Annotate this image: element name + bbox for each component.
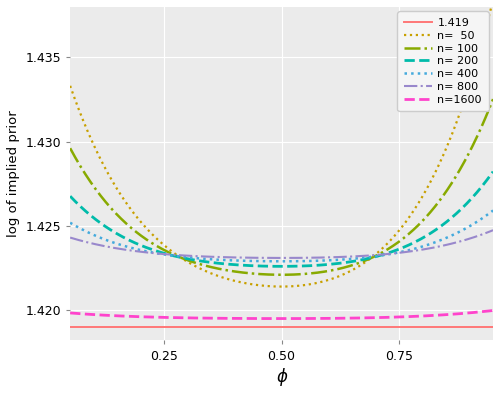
Legend: 1.419, n=  50, n= 100, n= 200, n= 400, n= 800, n=1600: 1.419, n= 50, n= 100, n= 200, n= 400, n=… [398,11,488,111]
Y-axis label: log of implied prior: log of implied prior [7,110,20,237]
X-axis label: ϕ: ϕ [276,368,287,386]
